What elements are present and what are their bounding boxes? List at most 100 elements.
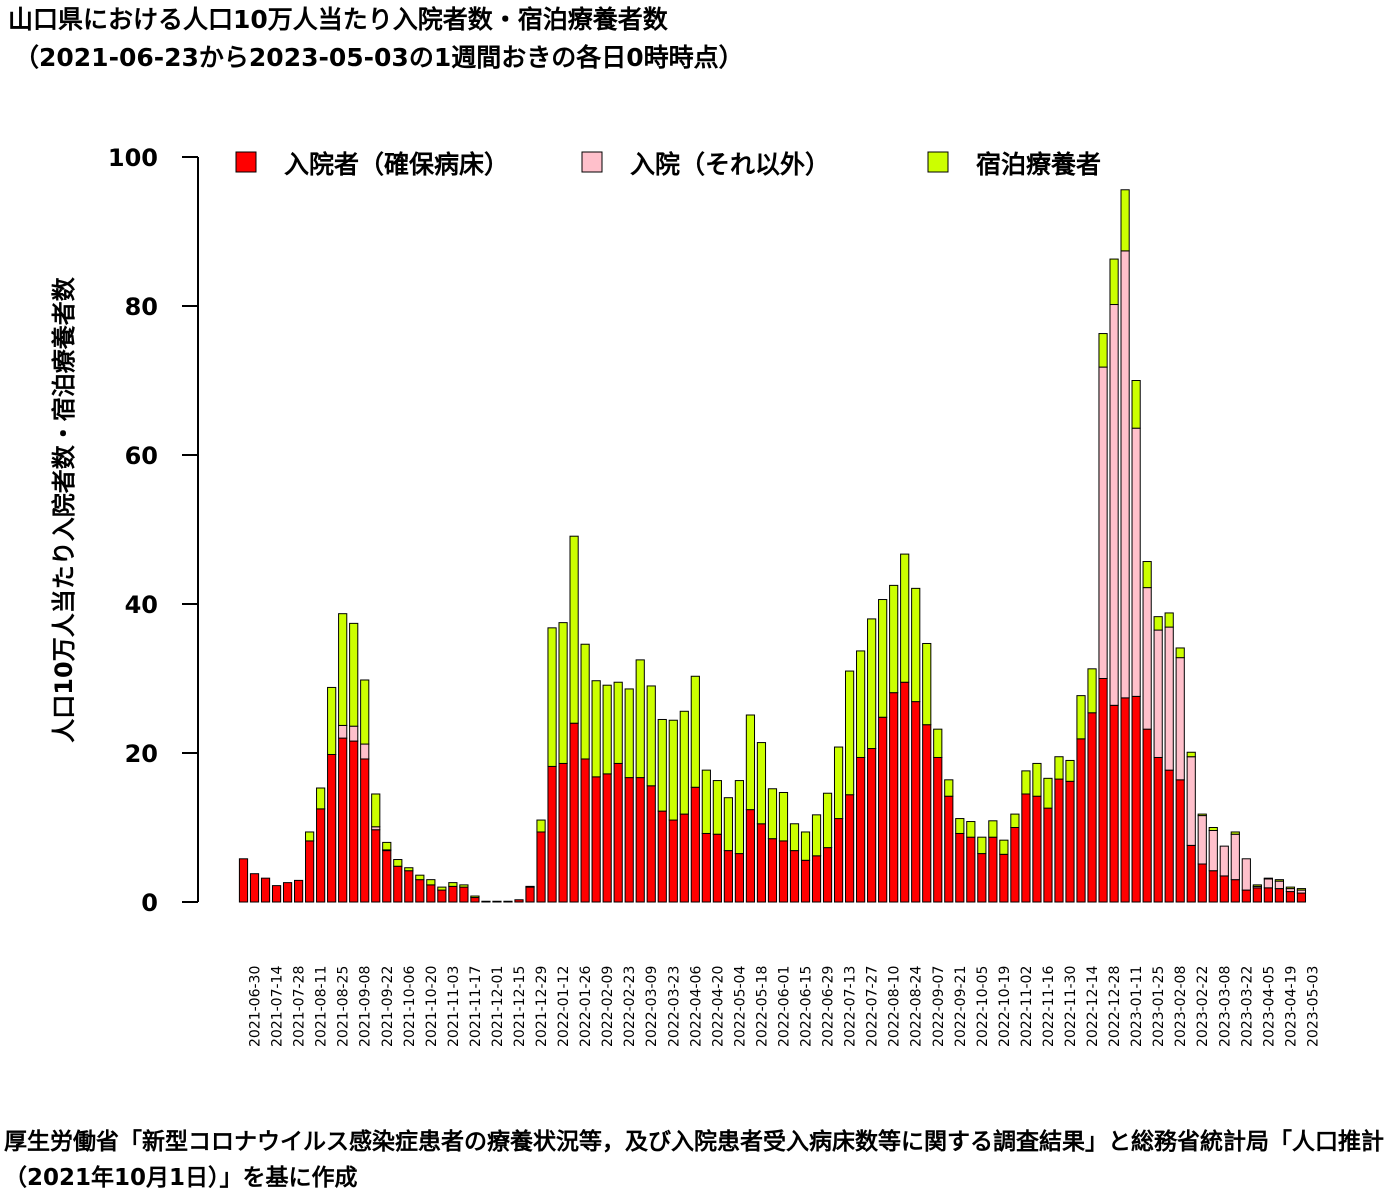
- bar-segment-hotel: [1109, 258, 1119, 306]
- x-tick-label: 2022-03-23: [666, 966, 682, 1047]
- bar-segment-hospital: [426, 884, 436, 903]
- bar-segment-hospital: [591, 776, 601, 903]
- bar-segment-hotel: [316, 787, 326, 810]
- bar-segment-hospital: [371, 829, 381, 903]
- bar-segment-other: [1186, 756, 1196, 846]
- bar-segment-other: [1175, 657, 1185, 781]
- x-tick-label: 2021-06-30: [248, 966, 264, 1047]
- bar-segment-hospital: [282, 882, 293, 903]
- bar-segment-hospital: [911, 701, 921, 903]
- bar-segment-hotel: [305, 831, 315, 842]
- x-tick-label: 2021-08-11: [314, 966, 330, 1047]
- bar-segment-hotel: [613, 681, 623, 764]
- bar-segment-hospital: [1197, 863, 1207, 903]
- bar-segment-hospital: [492, 900, 502, 903]
- bar-segment-hospital: [867, 748, 877, 903]
- bar-segment-hotel: [889, 584, 899, 694]
- bar-segment-hotel: [591, 680, 601, 778]
- x-tick-label: 2021-07-14: [270, 966, 286, 1047]
- x-tick-label: 2023-04-05: [1261, 966, 1277, 1047]
- bar-segment-hospital: [349, 740, 359, 903]
- x-tick-label: 2022-08-10: [887, 966, 903, 1047]
- x-tick-label: 2022-06-01: [776, 966, 792, 1047]
- x-tick-label: 2022-02-09: [600, 966, 616, 1047]
- bar-segment-hospital: [382, 850, 392, 903]
- bar-segment-other: [1263, 878, 1273, 889]
- bar-segment-hotel: [911, 587, 921, 703]
- bar-segment-other: [1120, 250, 1130, 699]
- bar-segment-hotel: [635, 659, 645, 779]
- x-tick-label: 2022-01-26: [578, 966, 594, 1047]
- y-tick-label: 40: [125, 591, 158, 619]
- bar-segment-hospital: [856, 756, 866, 903]
- bar-segment-other: [1153, 629, 1163, 758]
- bar-segment-hospital: [305, 840, 315, 903]
- bar-segment-hospital: [933, 756, 943, 903]
- bar-segment-hospital: [679, 813, 689, 903]
- bar-segment-hotel: [1175, 647, 1185, 659]
- y-axis: 0 20 40 60 80 100: [108, 144, 199, 917]
- x-tick-label: 2021-09-08: [358, 966, 374, 1047]
- bar-segment-hospital: [723, 850, 733, 903]
- x-tick-label: 2022-11-30: [1063, 966, 1079, 1047]
- x-axis-tick-labels: 2021-06-30 2021-07-14 2021-07-28 2021-08-11…: [248, 966, 1322, 1047]
- bar-segment-hotel: [646, 685, 656, 787]
- x-tick-label: 2021-12-01: [490, 966, 506, 1047]
- bar-segment-hotel: [1142, 561, 1152, 589]
- bar-segment-hotel: [811, 814, 822, 857]
- bar-segment-hospital: [756, 823, 767, 903]
- bar-segment-hotel: [437, 886, 447, 891]
- bar-segment-hotel: [349, 622, 359, 727]
- bar-segment-hotel: [580, 643, 590, 760]
- x-tick-label: 2021-11-03: [446, 966, 462, 1047]
- bar-segment-hotel: [569, 535, 579, 724]
- bar-segment-hotel: [778, 791, 789, 842]
- bar-segment-hospital: [360, 758, 370, 903]
- bar-segment-other: [1241, 858, 1251, 891]
- bar-segment-hotel: [1285, 886, 1296, 890]
- x-tick-label: 2022-06-15: [799, 966, 815, 1047]
- bar-segment-hotel: [845, 670, 855, 796]
- y-axis-label: 人口10万人当たり入院者数・宿泊療養者数: [50, 276, 78, 742]
- bar-segment-hospital: [1208, 870, 1218, 903]
- bar-segment-hospital: [988, 836, 998, 903]
- chart-subtitle: （2021-06-23から2023-05-03の1週間おきの各日0時時点）: [14, 43, 744, 72]
- y-tick-label: 0: [141, 889, 158, 917]
- x-tick-label: 2023-01-11: [1129, 966, 1145, 1047]
- bar-segment-hospital: [481, 900, 491, 903]
- bar-segment-hotel: [1230, 831, 1240, 835]
- legend: 入院者（確保病床） 入院（それ以外） 宿泊療養者: [235, 150, 1101, 179]
- bar-segment-hospital: [668, 819, 678, 903]
- bar-segment-other: [1230, 833, 1240, 881]
- bar-segment-hotel: [745, 714, 756, 811]
- bar-segment-hotel: [1263, 877, 1273, 880]
- bar-segment-other: [349, 725, 359, 742]
- x-tick-label: 2021-08-25: [336, 966, 352, 1047]
- bar-segment-hotel: [1131, 380, 1141, 429]
- bar-segment-hospital: [459, 886, 469, 903]
- bar-segment-hospital: [833, 818, 844, 903]
- bar-segment-hospital: [249, 873, 260, 903]
- bar-segment-hospital: [437, 889, 447, 903]
- x-tick-label: 2023-03-22: [1239, 966, 1255, 1047]
- x-tick-label: 2021-10-20: [424, 966, 440, 1047]
- bar-segment-hotel: [955, 818, 965, 834]
- bar-segment-hotel: [1032, 762, 1042, 797]
- bar-segment-hospital: [569, 722, 579, 903]
- bar-segment-hotel: [867, 618, 877, 750]
- bar-segment-hotel: [1021, 770, 1031, 795]
- bar-segment-hospital: [1186, 844, 1196, 903]
- bar-segment-hotel: [1065, 759, 1075, 782]
- x-tick-label: 2022-06-29: [821, 966, 837, 1047]
- bar-segment-hotel: [448, 882, 458, 887]
- bar-segment-hotel: [525, 885, 535, 888]
- bar-segment-hospital: [1076, 738, 1086, 903]
- x-tick-label: 2022-07-27: [865, 966, 881, 1047]
- bar-segment-hospital: [745, 809, 756, 903]
- bar-segment-hospital: [602, 773, 612, 903]
- bar-segment-other: [338, 724, 348, 739]
- bar-segment-hospital: [1109, 704, 1119, 903]
- x-tick-label: 2022-04-06: [688, 966, 704, 1047]
- bar-segment-hospital: [845, 794, 855, 903]
- source-note: 厚生労働省「新型コロナウイルス感染症患者の療養状況等，及び入院患者受入病床数等に…: [4, 1129, 1384, 1191]
